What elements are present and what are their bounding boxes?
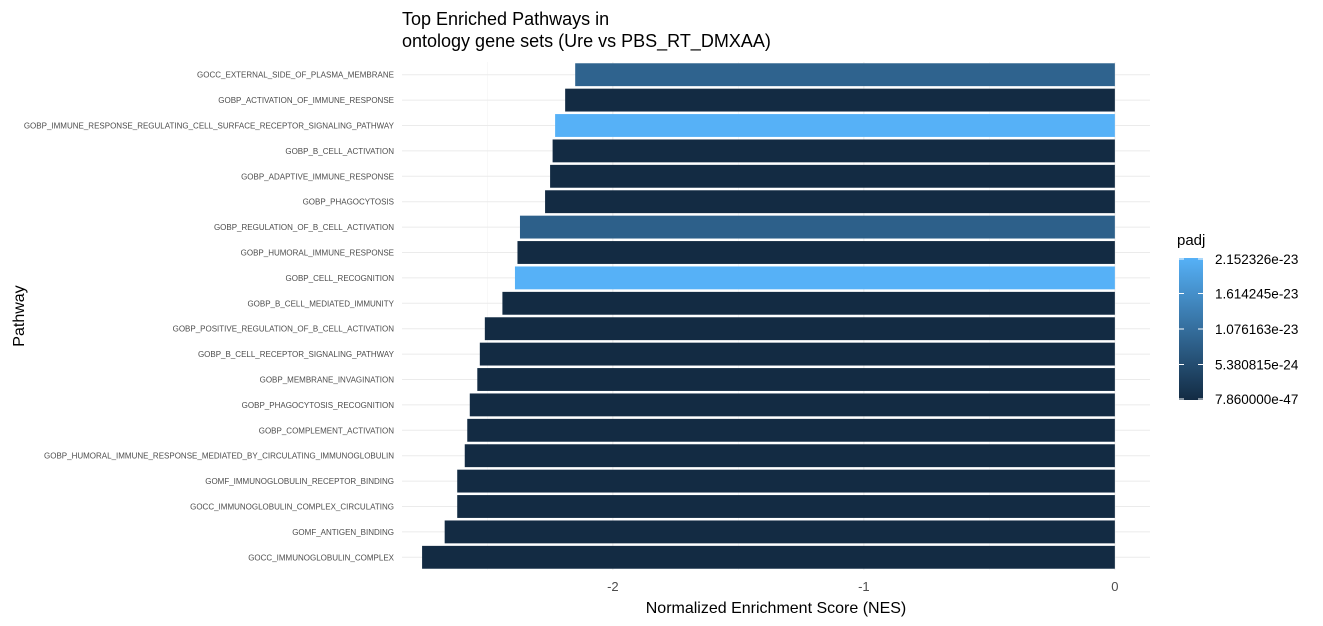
y-tick-label: GOBP_COMPLEMENT_ACTIVATION	[259, 426, 395, 435]
x-axis-title: Normalized Enrichment Score (NES)	[646, 600, 907, 617]
legend-title: padj	[1177, 232, 1205, 249]
y-tick-label: GOBP_HUMORAL_IMMUNE_RESPONSE_MEDIATED_BY…	[44, 452, 394, 461]
y-tick-label: GOCC_EXTERNAL_SIDE_OF_PLASMA_MEMBRANE	[197, 71, 394, 80]
bar	[514, 266, 1115, 290]
y-tick-label: GOBP_B_CELL_MEDIATED_IMMUNITY	[247, 299, 394, 308]
legend-ticks: 7.860000e-47 5.380815e-24 1.076163e-23 1.61…	[1179, 252, 1299, 407]
bar	[467, 418, 1115, 442]
y-tick-labels: GOCC_EXTERNAL_SIDE_OF_PLASMA_MEMBRANE GOB…	[24, 71, 395, 563]
bar	[545, 190, 1115, 214]
x-tick-label: -1	[858, 579, 870, 594]
y-tick-label: GOCC_IMMUNOGLOBULIN_COMPLEX_CIRCULATING	[190, 503, 394, 512]
bar	[444, 520, 1115, 544]
bar	[479, 342, 1115, 366]
bar	[552, 139, 1115, 163]
bar	[517, 241, 1115, 264]
y-axis-title: Pathway	[11, 285, 28, 346]
legend-label: 1.076163e-23	[1215, 322, 1298, 337]
legend-label: 5.380815e-24	[1215, 358, 1299, 373]
bar	[477, 368, 1115, 391]
bar	[457, 469, 1115, 493]
y-tick-label: GOBP_REGULATION_OF_B_CELL_ACTIVATION	[214, 223, 394, 232]
x-tick-label: 0	[1111, 579, 1118, 594]
y-tick-label: GOBP_ACTIVATION_OF_IMMUNE_RESPONSE	[218, 96, 394, 105]
x-tick-labels: -2 -1 0	[607, 579, 1118, 594]
bar	[565, 88, 1115, 112]
x-tick-label: -2	[607, 579, 619, 594]
bar	[484, 317, 1115, 341]
bar	[519, 215, 1115, 239]
gridlines	[402, 62, 1150, 570]
bar	[464, 444, 1115, 468]
chart-subtitle: ontology gene sets (Ure vs PBS_RT_DMXAA)	[402, 31, 771, 52]
bar	[457, 495, 1115, 518]
y-tick-label: GOBP_PHAGOCYTOSIS_RECOGNITION	[242, 401, 395, 410]
y-tick-label: GOBP_POSITIVE_REGULATION_OF_B_CELL_ACTIV…	[173, 325, 395, 334]
y-tick-label: GOBP_CELL_RECOGNITION	[286, 274, 395, 283]
y-tick-label: GOMF_IMMUNOGLOBULIN_RECEPTOR_BINDING	[205, 477, 394, 486]
y-tick-label: GOMF_ANTIGEN_BINDING	[292, 528, 394, 537]
legend: padj 7.860000e-47 5.380815e-24 1.076163e-2…	[1177, 232, 1299, 407]
bar	[555, 114, 1115, 137]
y-tick-label: GOBP_PHAGOCYTOSIS	[303, 198, 394, 207]
y-tick-label: GOBP_ADAPTIVE_IMMUNE_RESPONSE	[241, 172, 394, 181]
y-tick-label: GOBP_B_CELL_ACTIVATION	[285, 147, 394, 156]
bar	[502, 291, 1115, 315]
bar	[422, 545, 1115, 569]
legend-label: 2.152326e-23	[1215, 252, 1298, 267]
y-tick-label: GOBP_IMMUNE_RESPONSE_REGULATING_CELL_SUR…	[24, 122, 395, 131]
bar	[469, 393, 1115, 417]
bar	[575, 63, 1115, 87]
bars	[422, 63, 1115, 569]
bar	[550, 164, 1115, 188]
legend-label: 7.860000e-47	[1215, 392, 1298, 407]
y-tick-label: GOCC_IMMUNOGLOBULIN_COMPLEX	[248, 553, 394, 562]
legend-label: 1.614245e-23	[1215, 286, 1298, 301]
chart-title: Top Enriched Pathways in	[402, 9, 609, 29]
y-tick-label: GOBP_HUMORAL_IMMUNE_RESPONSE	[241, 249, 394, 258]
y-tick-label: GOBP_MEMBRANE_INVAGINATION	[260, 376, 395, 385]
y-tick-label: GOBP_B_CELL_RECEPTOR_SIGNALING_PATHWAY	[198, 350, 395, 359]
